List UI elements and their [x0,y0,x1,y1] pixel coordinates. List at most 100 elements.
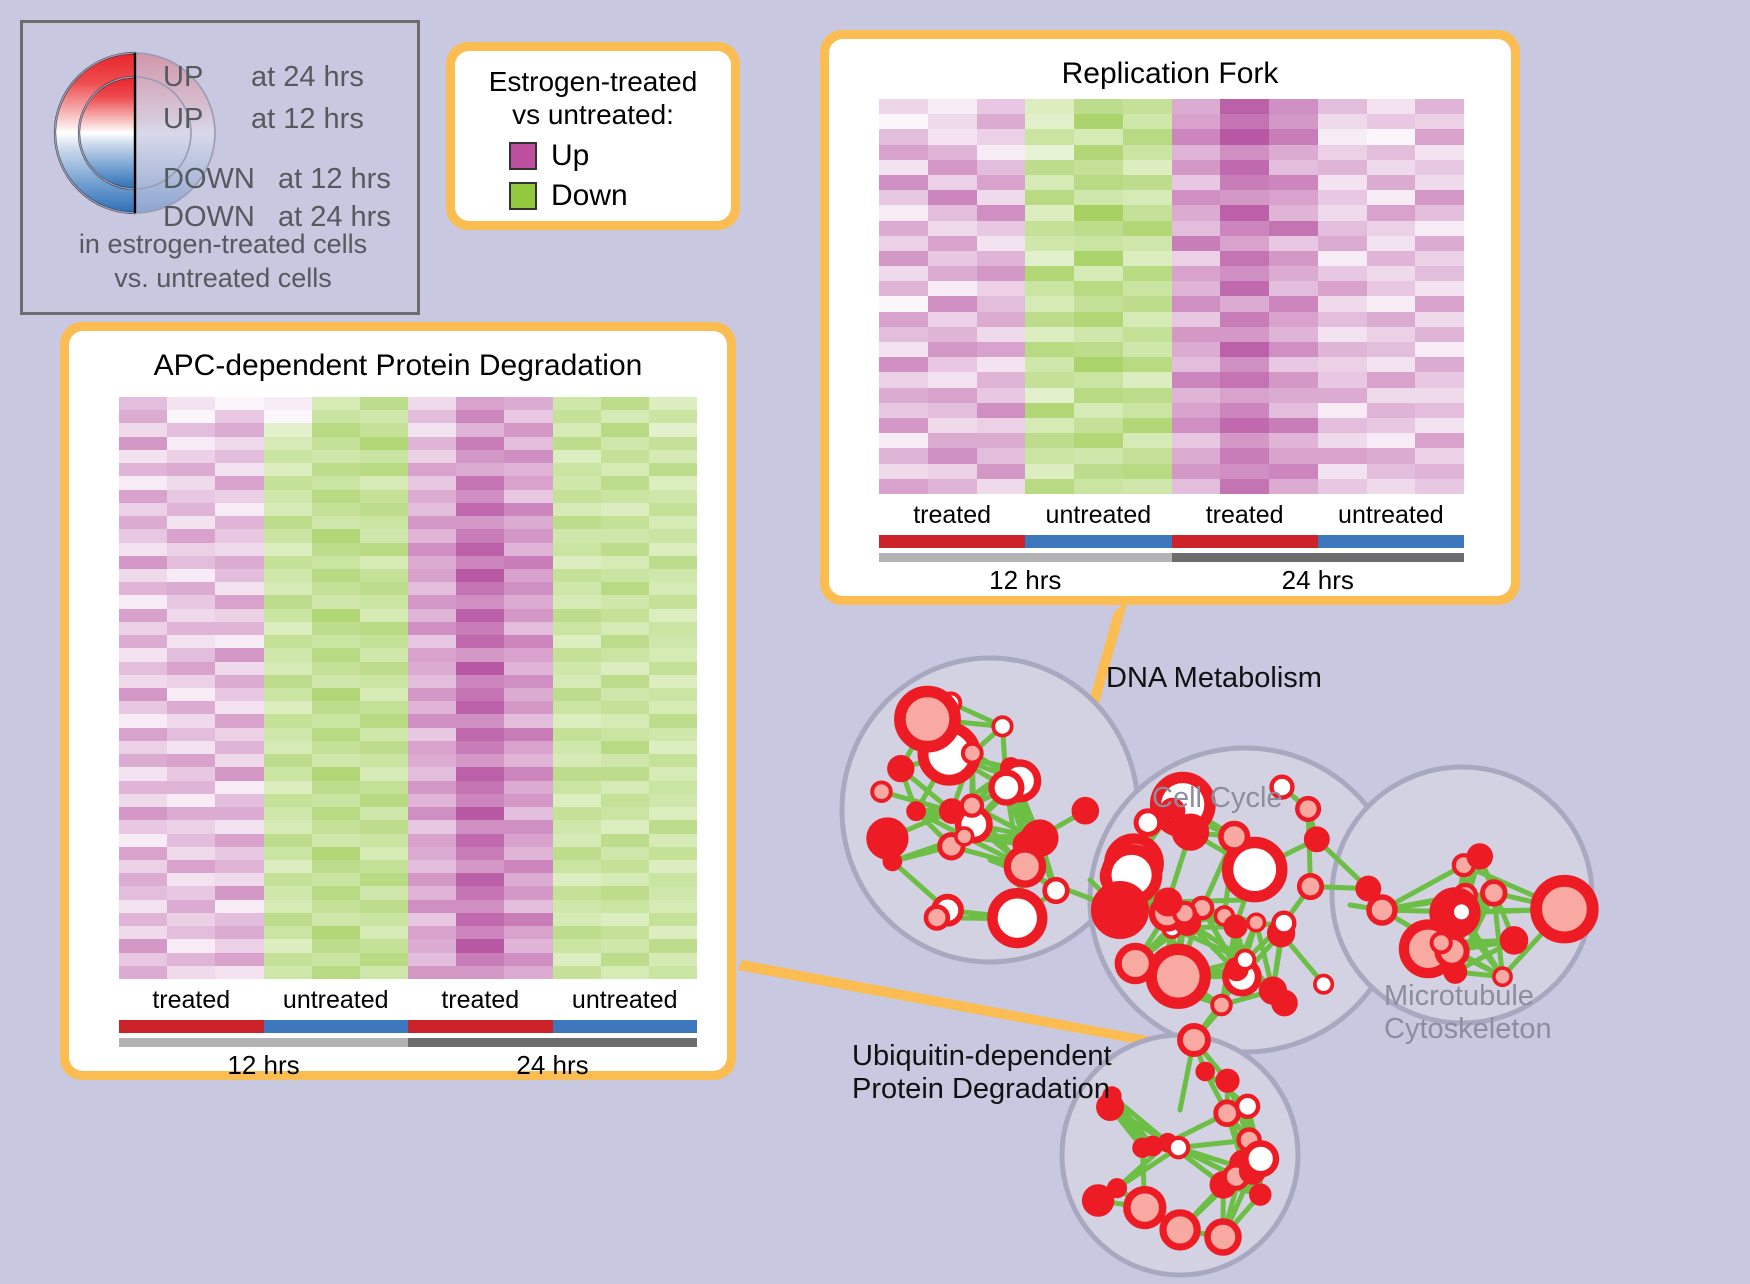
heatmap-cell [408,516,456,529]
heatmap-cell [649,437,697,450]
heatmap-cell [553,820,601,833]
heatmap-cell [215,781,263,794]
heatmap-cell [977,175,1026,190]
heatmap-cell [1415,99,1464,114]
heatmap-cell [312,754,360,767]
heatmap-cell [649,728,697,741]
key-title-line2: vs untreated: [455,98,731,131]
heatmap-cell [1415,160,1464,175]
heatmap-cell [553,490,601,503]
time-label-apc-1: 24 hrs [408,1050,697,1081]
heatmap-cell [264,900,312,913]
heatmap-cell [456,423,504,436]
heatmap-cell [312,926,360,939]
heatmap-cell [977,190,1026,205]
heatmap-cell [1172,403,1221,418]
network-node [1248,914,1265,931]
heatmap-cell [264,476,312,489]
heatmap-cell [408,966,456,979]
heatmap-cell [456,807,504,820]
heatmap-cell [977,236,1026,251]
network-node [1180,1026,1208,1054]
network-node [1237,1096,1258,1117]
heatmap-cell [312,476,360,489]
heatmap-cell [1074,296,1123,311]
heatmap-cell [601,476,649,489]
heatmap-cell [215,794,263,807]
gradient-legend-box: UP at 24 hrs UP at 12 hrs DOWN at 12 hrs… [20,20,420,315]
heatmap-cell [1123,160,1172,175]
network-node [1218,1071,1238,1091]
heatmap-cell [312,569,360,582]
heatmap-cell [504,437,552,450]
heatmap-cell [312,781,360,794]
heatmap-cell [264,913,312,926]
heatmap-cell [167,913,215,926]
heatmap-cell [456,794,504,807]
heatmap-cell [649,701,697,714]
network-node [1221,824,1248,851]
heatmap-cell [360,675,408,688]
heatmap-cell [601,609,649,622]
heatmap-apc-degradation [119,397,697,979]
heatmap-cell [928,448,977,463]
heatmap-cell [977,388,1026,403]
heatmap-cell [1025,418,1074,433]
heatmap-cell [264,648,312,661]
heatmap-cell [360,834,408,847]
heatmap-cell [928,312,977,327]
heatmap-cell [1172,145,1221,160]
heatmap-cell [1269,221,1318,236]
heatmap-cell [553,529,601,542]
heatmap-cell [649,834,697,847]
heatmap-cell [167,939,215,952]
heatmap-cell [360,529,408,542]
heatmap-cell [119,714,167,727]
heatmap-cell [360,781,408,794]
heatmap-cell [977,114,1026,129]
heatmap-cell [119,913,167,926]
heatmap-cell [119,794,167,807]
heatmap-cell [1172,388,1221,403]
heatmap-cell [360,476,408,489]
heatmap-cell [215,437,263,450]
heatmap-cell [879,236,928,251]
heatmap-cell [1220,342,1269,357]
group-bar-segment [264,1020,409,1033]
heatmap-cell [1415,464,1464,479]
heatmap-cell [649,662,697,675]
heatmap-cell [264,609,312,622]
heatmap-cell [215,860,263,873]
heatmap-cell [1318,99,1367,114]
heatmap-cell [553,503,601,516]
heatmap-cell [1172,372,1221,387]
heatmap-cell [264,595,312,608]
heatmap-cell [553,834,601,847]
heatmap-cell [601,926,649,939]
heatmap-cell [408,781,456,794]
heatmap-cell [167,463,215,476]
heatmap-cell [1318,221,1367,236]
heatmap-cell [1025,464,1074,479]
heatmap-cell [167,582,215,595]
time-label-rf-1: 24 hrs [1172,565,1465,596]
heatmap-cell [1367,342,1416,357]
heatmap-cell [553,450,601,463]
heatmap-cell [119,662,167,675]
up-color-swatch [509,142,537,170]
heatmap-cell [1123,296,1172,311]
heatmap-cell [1367,464,1416,479]
heatmap-cell [1415,342,1464,357]
heatmap-cell [1025,327,1074,342]
heatmap-cell [215,886,263,899]
heatmap-cell [167,781,215,794]
heatmap-cell [360,741,408,754]
heatmap-cell [928,372,977,387]
heatmap-cell [649,595,697,608]
heatmap-cell [879,281,928,296]
heatmap-cell [215,662,263,675]
heatmap-cell [215,953,263,966]
heatmap-cell [1269,296,1318,311]
group-color-bar-apc [119,1020,697,1033]
heatmap-cell [504,569,552,582]
